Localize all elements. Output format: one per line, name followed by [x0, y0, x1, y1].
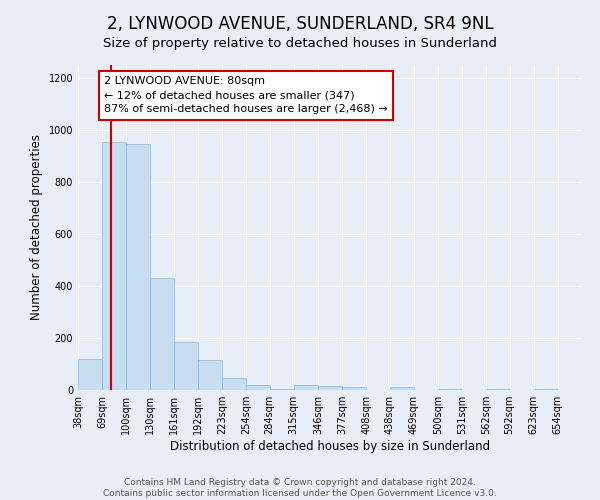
Bar	[149, 278, 174, 390]
Text: Size of property relative to detached houses in Sunderland: Size of property relative to detached ho…	[103, 38, 497, 51]
Bar	[198, 360, 222, 390]
Y-axis label: Number of detached properties: Number of detached properties	[30, 134, 43, 320]
Bar	[246, 385, 269, 390]
Bar	[486, 388, 509, 390]
Text: 2 LYNWOOD AVENUE: 80sqm
← 12% of detached houses are smaller (347)
87% of semi-d: 2 LYNWOOD AVENUE: 80sqm ← 12% of detache…	[104, 76, 388, 114]
Bar	[102, 142, 126, 390]
Text: Contains HM Land Registry data © Crown copyright and database right 2024.
Contai: Contains HM Land Registry data © Crown c…	[103, 478, 497, 498]
Bar	[222, 378, 246, 390]
Bar	[534, 388, 558, 390]
Bar	[389, 388, 414, 390]
Bar	[174, 342, 198, 390]
Bar	[269, 388, 294, 390]
Bar	[438, 388, 462, 390]
Bar	[318, 386, 342, 390]
Bar	[78, 359, 102, 390]
Bar	[342, 388, 366, 390]
Bar	[294, 385, 318, 390]
Bar	[126, 144, 149, 390]
X-axis label: Distribution of detached houses by size in Sunderland: Distribution of detached houses by size …	[170, 440, 490, 453]
Text: 2, LYNWOOD AVENUE, SUNDERLAND, SR4 9NL: 2, LYNWOOD AVENUE, SUNDERLAND, SR4 9NL	[107, 15, 493, 33]
